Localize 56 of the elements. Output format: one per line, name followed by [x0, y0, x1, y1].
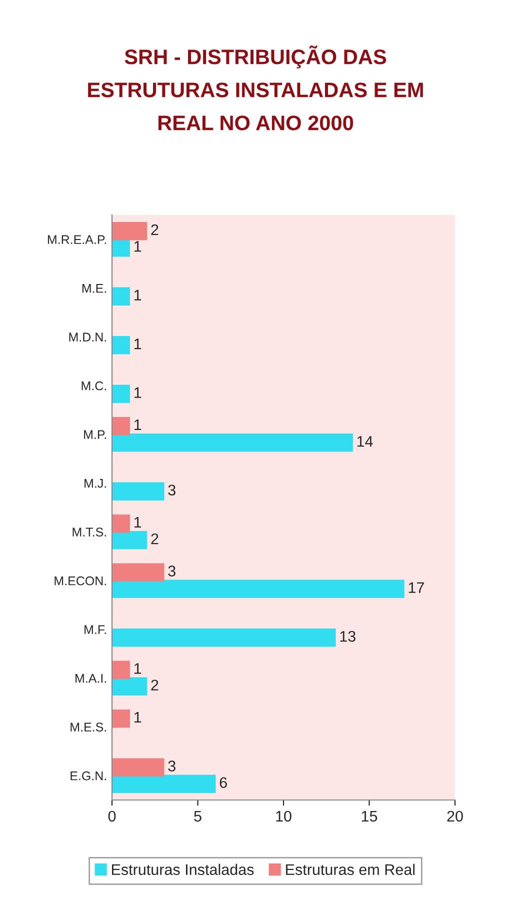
bar	[112, 563, 164, 582]
y-tick-label: M.E.	[82, 284, 106, 293]
data-label: 2	[151, 680, 158, 690]
y-tick-label: M.J.	[84, 479, 106, 488]
y-tick-label: M.A.I.	[76, 674, 106, 683]
bar	[112, 238, 130, 257]
y-tick-label: M.P.	[84, 430, 106, 439]
bar	[112, 660, 130, 679]
bar	[112, 774, 216, 794]
data-label: 2	[151, 224, 158, 236]
data-label: 13	[340, 630, 356, 642]
y-tick-label: M.D.N.	[69, 332, 106, 342]
data-label: 3	[168, 484, 176, 496]
data-label: 1	[134, 420, 142, 430]
data-label: 1	[134, 241, 142, 252]
data-label: 6	[220, 777, 227, 788]
bar	[112, 434, 353, 452]
x-tick-label: 15	[362, 810, 378, 822]
x-tick-label: 0	[108, 810, 116, 822]
bar	[112, 709, 130, 728]
data-label: 2	[151, 533, 158, 544]
data-label: 1	[134, 712, 142, 723]
y-tick-label: M.T.S.	[72, 528, 106, 537]
data-label: 1	[134, 338, 142, 350]
bar	[112, 758, 164, 776]
y-tick-label: M.C.	[82, 381, 106, 390]
legend-label: Estruturas em Real	[286, 864, 415, 876]
x-tick-label: 20	[447, 810, 463, 822]
data-label: 1	[134, 517, 142, 528]
bar	[112, 482, 164, 501]
data-label: 1	[134, 290, 142, 300]
bar	[112, 580, 404, 598]
y-tick-label: M.ECON.	[54, 576, 106, 586]
bar	[112, 336, 130, 354]
x-tick-label: 10	[276, 810, 292, 822]
data-label: 3	[168, 566, 176, 576]
chart-title: SRH - DISTRIBUIÇÃO DAS ESTRUTURAS INSTALADAS E EM REAL NO ANO 2000	[88, 46, 423, 130]
bar	[112, 531, 148, 550]
data-label: 17	[408, 582, 424, 593]
y-tick-label: M.F.	[84, 625, 106, 634]
bar	[112, 287, 130, 306]
data-label: 1	[134, 387, 142, 398]
bar	[112, 384, 130, 404]
data-label: 14	[357, 436, 373, 447]
legend-label: Estruturas Instaladas	[112, 864, 254, 876]
data-label: 3	[168, 760, 176, 772]
bar	[112, 514, 130, 533]
bar	[112, 222, 148, 240]
data-label: 1	[134, 663, 142, 674]
bar	[112, 628, 336, 647]
y-tick-label: E.G.N.	[70, 771, 106, 780]
bar	[112, 677, 148, 696]
bar	[112, 416, 130, 436]
y-tick-label: M.E.S.	[70, 722, 106, 732]
x-tick-label: 5	[194, 810, 202, 822]
y-tick-label: M.R.E.A.P.	[48, 235, 106, 244]
